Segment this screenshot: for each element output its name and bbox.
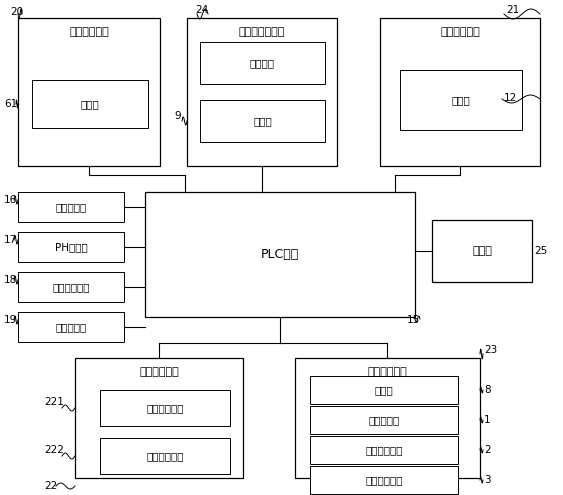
Bar xyxy=(32,80,148,128)
Text: 25: 25 xyxy=(534,246,547,256)
Text: 12: 12 xyxy=(504,93,517,103)
Bar xyxy=(400,70,522,130)
Text: 湿度传感器: 湿度传感器 xyxy=(55,322,87,332)
Text: 料液控制单元: 料液控制单元 xyxy=(139,367,179,377)
Text: 221: 221 xyxy=(44,397,64,407)
Text: 15: 15 xyxy=(407,315,420,325)
Bar xyxy=(18,192,124,222)
Text: 温度传感器: 温度传感器 xyxy=(55,202,87,212)
Bar xyxy=(18,18,160,166)
Bar xyxy=(100,438,230,474)
Text: 21: 21 xyxy=(506,5,519,15)
Text: PLC主机: PLC主机 xyxy=(261,248,299,261)
Text: 上料装置: 上料装置 xyxy=(250,58,275,68)
Text: 1: 1 xyxy=(484,415,490,425)
Bar xyxy=(145,192,415,317)
Text: 储水箱流量计: 储水箱流量计 xyxy=(146,451,184,461)
Text: 16: 16 xyxy=(4,195,17,205)
Bar xyxy=(310,376,458,404)
Text: 22: 22 xyxy=(44,481,57,491)
Bar xyxy=(310,436,458,464)
Bar xyxy=(187,18,337,166)
Bar xyxy=(100,390,230,426)
Text: 空气预过滤器: 空气预过滤器 xyxy=(365,445,403,455)
Text: 3: 3 xyxy=(484,475,490,485)
Text: 17: 17 xyxy=(4,235,17,245)
Text: 2: 2 xyxy=(484,445,490,455)
Text: PH传感器: PH传感器 xyxy=(55,242,87,252)
Text: 储料箱流量计: 储料箱流量计 xyxy=(146,403,184,413)
Bar xyxy=(200,42,325,84)
Bar xyxy=(18,272,124,302)
Bar xyxy=(432,220,532,282)
Text: 搅拌浆: 搅拌浆 xyxy=(81,99,100,109)
Text: 8: 8 xyxy=(484,385,490,395)
Text: 23: 23 xyxy=(484,345,497,355)
Text: 24: 24 xyxy=(195,5,208,15)
Text: 61: 61 xyxy=(4,99,17,109)
Bar xyxy=(295,358,480,478)
Text: 空气精过滤器: 空气精过滤器 xyxy=(365,475,403,485)
Text: 显示器: 显示器 xyxy=(472,246,492,256)
Text: 搅拌控制单元: 搅拌控制单元 xyxy=(69,27,109,37)
Text: 222: 222 xyxy=(44,445,64,455)
Text: 空气压缩机: 空气压缩机 xyxy=(368,415,400,425)
Text: 9: 9 xyxy=(174,111,181,121)
Bar xyxy=(380,18,540,166)
Text: 进出料控制单元: 进出料控制单元 xyxy=(239,27,285,37)
Text: 真空泵: 真空泵 xyxy=(374,385,394,395)
Text: 温度控制单元: 温度控制单元 xyxy=(440,27,480,37)
Bar xyxy=(18,312,124,342)
Text: 20: 20 xyxy=(10,7,23,17)
Bar xyxy=(310,466,458,494)
Text: 氧含量传感器: 氧含量传感器 xyxy=(52,282,90,292)
Text: 传送带: 传送带 xyxy=(253,116,272,126)
Text: 19: 19 xyxy=(4,315,17,325)
Bar xyxy=(18,232,124,262)
Text: 加热器: 加热器 xyxy=(452,95,470,105)
Bar xyxy=(75,358,243,478)
Bar xyxy=(200,100,325,142)
Text: 18: 18 xyxy=(4,275,17,285)
Bar xyxy=(310,406,458,434)
Text: 供气控制单元: 供气控制单元 xyxy=(368,367,408,377)
